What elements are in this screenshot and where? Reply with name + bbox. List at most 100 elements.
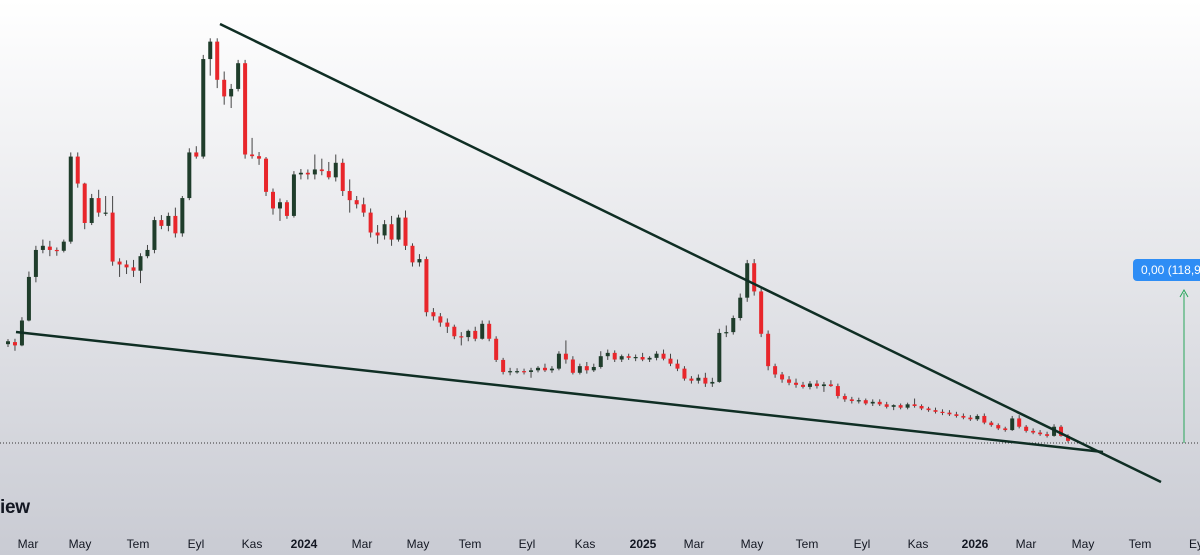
candle-body [954, 414, 959, 416]
candle-body [340, 162, 345, 192]
candle-body [759, 291, 764, 334]
x-axis-tick-label: 2025 [630, 537, 657, 551]
candle-body [835, 386, 840, 397]
candle-body [459, 336, 464, 338]
x-axis-tick-label: Ey [1189, 537, 1200, 551]
x-axis-tick-label: 2024 [291, 537, 318, 551]
candle-body [54, 249, 59, 252]
candle-body [145, 249, 150, 257]
x-axis-tick-label: Tem [127, 537, 150, 551]
candle-body [12, 342, 17, 346]
candle-body [124, 264, 129, 268]
candle-body [1059, 426, 1064, 436]
candle-body [326, 171, 331, 178]
trendline-upper [219, 22, 1162, 484]
x-axis-tick-label: May [69, 537, 92, 551]
candle-body [717, 332, 722, 382]
candle-body [473, 330, 478, 339]
candle-body [682, 368, 687, 379]
candle-body [675, 363, 680, 369]
candle-body [445, 322, 450, 327]
candle-body [403, 217, 408, 246]
candle-body [515, 371, 520, 373]
candle-body [556, 353, 561, 369]
candle-body [6, 341, 10, 345]
candle-body [577, 366, 582, 373]
candle-body [905, 404, 910, 408]
candle-body [787, 379, 792, 383]
candle-body [591, 366, 596, 371]
candle-body [898, 405, 903, 408]
candle-body [884, 404, 889, 407]
candle-body [47, 246, 52, 250]
candle-body [661, 353, 666, 359]
candle-body [780, 374, 785, 380]
candle-body [773, 366, 778, 375]
candle-body [215, 41, 220, 80]
candle-body [194, 152, 199, 157]
candle-body [766, 333, 771, 367]
candle-body [110, 212, 115, 262]
candle-body [696, 377, 701, 381]
x-axis-tick-label: Mar [684, 537, 705, 551]
candle-body [1010, 418, 1015, 431]
candle-body [1024, 426, 1029, 431]
candle-body [236, 63, 241, 89]
candle-body [731, 318, 736, 333]
watermark-logo: iew [0, 497, 30, 518]
candle-body [152, 220, 157, 250]
candle-body [298, 172, 303, 175]
candles [6, 38, 1070, 443]
candle-body [619, 356, 624, 360]
candle-body [605, 352, 610, 357]
candle-body [710, 381, 715, 384]
candle-body [654, 353, 659, 358]
candle-body [1003, 428, 1008, 431]
candle-body [480, 323, 485, 339]
candle-body [1031, 430, 1036, 433]
candle-body [794, 382, 799, 385]
candle-body [33, 249, 38, 277]
candle-body [891, 405, 896, 407]
candle-body [1038, 432, 1043, 435]
candle-body [549, 368, 554, 371]
candle-body [305, 172, 310, 175]
candle-body [689, 378, 694, 381]
x-axis-tick-label: May [1072, 537, 1095, 551]
candle-body [926, 408, 931, 411]
candle-body [438, 316, 443, 323]
candle-body [410, 245, 415, 263]
candle-body [842, 396, 847, 400]
candle-body [863, 400, 868, 404]
candle-body [347, 191, 352, 201]
x-axis-tick-label: Eyl [854, 537, 871, 551]
candle-body [208, 41, 213, 60]
candle-body [187, 152, 192, 199]
candle-body [647, 357, 652, 360]
x-axis-tick-label: Tem [459, 537, 482, 551]
candle-body [542, 367, 547, 371]
candle-body [668, 358, 673, 364]
candle-body [989, 422, 994, 426]
candle-body [856, 400, 861, 402]
candle-body [536, 367, 540, 371]
candle-body [333, 162, 338, 178]
candle-body [919, 405, 924, 409]
candle-body [570, 359, 575, 373]
candle-body [947, 412, 952, 415]
candle-body [375, 232, 380, 236]
x-axis-tick-label: Eyl [188, 537, 205, 551]
x-axis-tick-label: Tem [1129, 537, 1152, 551]
candle-body [201, 59, 206, 157]
x-axis-tick-label: May [741, 537, 764, 551]
candle-body [633, 357, 638, 359]
candle-body [724, 332, 729, 334]
x-axis: Mar May Tem Eyl Kas 2024 Mar May Tem Eyl Kas 2025 Ma… [18, 537, 1200, 551]
candle-body [131, 267, 136, 271]
candle-body [417, 259, 422, 263]
candle-body [138, 256, 143, 271]
candle-body [1045, 434, 1050, 436]
candle-body [180, 198, 185, 234]
